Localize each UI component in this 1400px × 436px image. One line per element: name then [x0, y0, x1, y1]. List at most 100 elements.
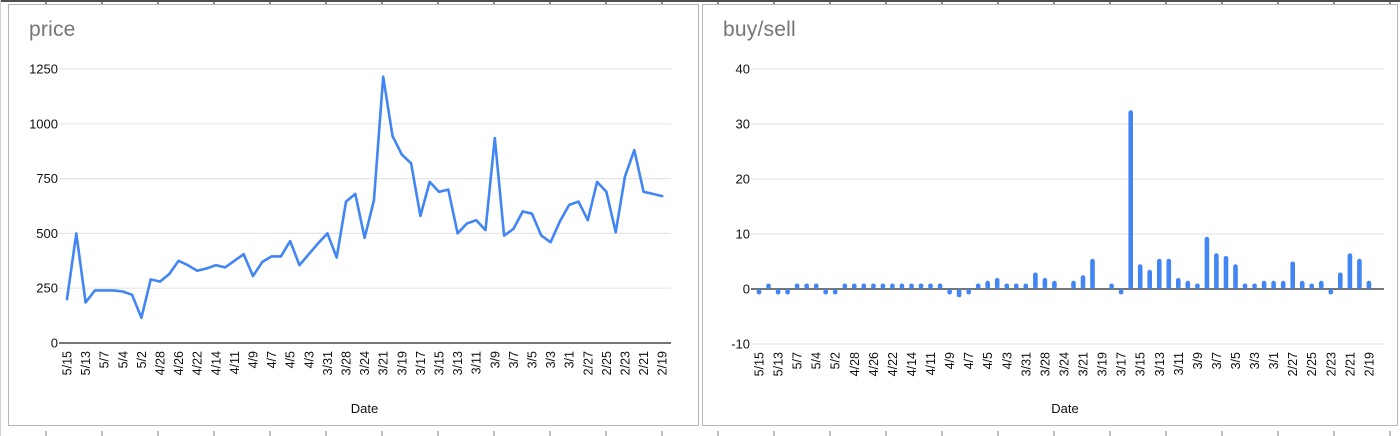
buysell-bar — [1023, 283, 1029, 289]
price-line-series — [65, 75, 664, 320]
buysell-bar — [1090, 258, 1095, 290]
x-tick-label: 5/2 — [829, 352, 843, 369]
buysell-bar-plot[interactable]: -10 0 10 20 30 40 5/15 5/13 5/7 5/4 5/2 4/28 4/26 4/2… — [703, 5, 1397, 425]
y-tick-label: 20 — [736, 172, 750, 187]
chart-title: price — [29, 18, 76, 41]
buysell-bar — [1299, 280, 1305, 290]
x-tick-label: 4/9 — [247, 351, 261, 368]
x-tick-label: 3/11 — [470, 351, 484, 374]
x-tick-label: 3/15 — [1134, 352, 1148, 376]
x-tick-label: 5/7 — [791, 352, 805, 369]
x-tick-label: 3/28 — [340, 351, 354, 375]
buysell-bar — [1137, 264, 1143, 290]
buysell-bar — [1128, 110, 1133, 290]
buysell-bar — [899, 283, 905, 289]
buysell-bar — [1204, 236, 1210, 290]
x-tick-label: 4/3 — [302, 351, 316, 368]
buysell-bar — [1157, 258, 1162, 290]
x-tick-label: 3/7 — [507, 351, 521, 368]
x-tick-label: 3/19 — [395, 351, 409, 375]
buysell-bar — [1242, 283, 1248, 289]
x-tick-label: 3/15 — [433, 351, 447, 375]
x-tick-label: 2/25 — [1305, 352, 1319, 376]
buysell-bar — [871, 283, 876, 289]
buysell-bar — [842, 283, 848, 289]
buysell-bar — [804, 283, 809, 289]
buysell-bar — [985, 280, 990, 290]
x-tick-label: 5/13 — [79, 351, 93, 375]
y-tick-label: 500 — [36, 226, 58, 241]
x-tick-label: 3/24 — [358, 351, 372, 375]
x-axis-title: Date — [1051, 401, 1079, 416]
x-tick-label: 5/4 — [116, 351, 130, 368]
x-tick-label: 2/19 — [656, 351, 670, 375]
buysell-bar — [947, 289, 952, 295]
x-tick-label: 3/21 — [377, 351, 391, 375]
buysell-bar — [1014, 283, 1019, 289]
x-tick-label: 4/26 — [172, 351, 186, 375]
x-tick-label: 4/11 — [228, 351, 242, 374]
buysell-bar — [1357, 258, 1362, 290]
buysell-bar — [823, 289, 828, 295]
x-tick-label: 3/9 — [488, 351, 502, 368]
buysell-bar — [1223, 256, 1229, 289]
buysell-bar — [1080, 275, 1086, 290]
buysell-bar — [1328, 289, 1334, 295]
buysell-bar — [1290, 261, 1295, 289]
buysell-bar — [880, 283, 886, 289]
x-tick-label: 2/21 — [1343, 352, 1357, 376]
buysell-bar — [1147, 269, 1152, 290]
chart-title: buy/sell — [723, 18, 796, 41]
buysell-bar — [766, 283, 771, 289]
x-tick-label: 4/3 — [1000, 352, 1014, 369]
x-tick-label: 2/27 — [581, 351, 595, 375]
x-tick-label: 2/23 — [1324, 352, 1338, 376]
x-tick-label: 5/4 — [810, 352, 824, 369]
x-tick-label: 3/13 — [451, 351, 465, 375]
buysell-bar — [1366, 280, 1372, 290]
x-tick-label: 4/26 — [867, 352, 881, 376]
x-tick-label: 3/1 — [1267, 352, 1281, 369]
buysell-bar — [756, 289, 762, 295]
x-tick-label: 3/1 — [563, 351, 577, 368]
buysell-bar — [1042, 278, 1048, 289]
x-axis-title: Date — [350, 401, 379, 416]
x-tick-label: 3/7 — [1210, 352, 1224, 369]
buysell-bar — [909, 283, 914, 289]
buysell-bar — [1261, 280, 1267, 290]
buysell-bar — [918, 283, 924, 289]
price-line-plot[interactable]: 0 250 500 750 1000 1250 5/15 5/13 5/7 5/4 5/2 4/28 4… — [9, 5, 703, 425]
y-tick-label: 0 — [51, 336, 58, 351]
y-tick-label: 250 — [36, 281, 58, 296]
x-tick-label: 3/21 — [1077, 352, 1091, 376]
buysell-bar — [1052, 280, 1057, 290]
buysell-chart-panel[interactable]: -10 0 10 20 30 40 5/15 5/13 5/7 5/4 5/2 4/28 4/26 4/2… — [702, 4, 1398, 426]
x-tick-label: 5/13 — [772, 352, 786, 376]
y-tick-label: 10 — [736, 227, 750, 242]
buysell-bar — [1252, 283, 1257, 289]
x-tick-label: 3/24 — [1057, 352, 1071, 376]
buysell-bar — [1347, 253, 1353, 290]
buysell-bar — [956, 289, 962, 298]
buysell-bar — [1004, 283, 1010, 289]
x-tick-label: 3/3 — [544, 351, 558, 368]
x-tick-label: 3/19 — [1096, 352, 1110, 376]
spreadsheet-gridline-top — [1, 0, 1400, 7]
buysell-bar — [1176, 278, 1181, 289]
buysell-bar — [890, 283, 895, 289]
x-tick-label: 5/2 — [135, 351, 149, 368]
price-chart-panel[interactable]: 0 250 500 750 1000 1250 5/15 5/13 5/7 5/4 5/2 4/28 4… — [8, 4, 699, 426]
x-tick-label: 3/31 — [1019, 352, 1033, 376]
y-tick-label: 1250 — [29, 62, 58, 77]
y-tick-label: 750 — [36, 171, 58, 186]
buysell-bar — [1309, 283, 1314, 289]
x-tick-label: 4/14 — [905, 352, 919, 376]
y-tick-label: 40 — [736, 62, 750, 77]
buysell-bar — [1185, 280, 1191, 290]
x-tick-label: 4/11 — [924, 352, 938, 375]
buysell-bar — [794, 283, 800, 289]
x-tick-label: 4/28 — [848, 352, 862, 376]
x-tick-label: 4/9 — [943, 352, 957, 369]
buysell-bar — [832, 289, 838, 295]
